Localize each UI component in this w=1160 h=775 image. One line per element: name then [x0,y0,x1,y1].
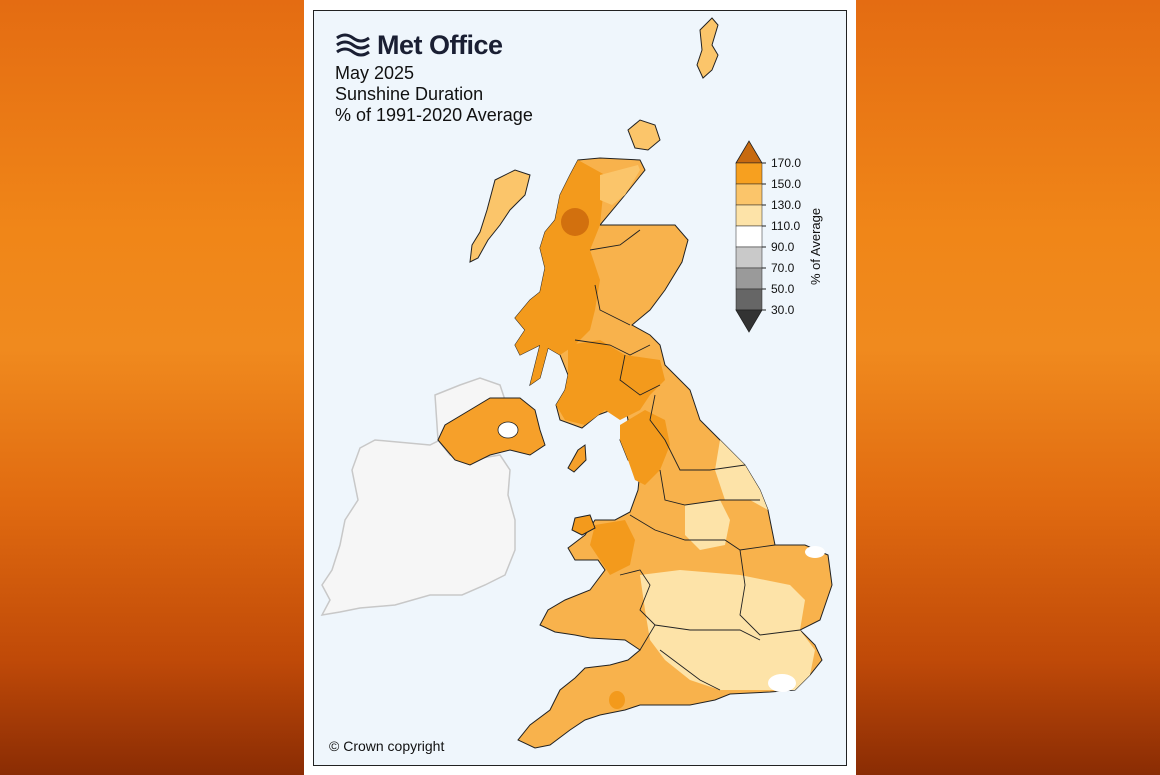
southwest-scotland [556,340,665,425]
norfolk-white [805,546,825,558]
colorbar-tick-label: 50.0 [771,282,795,296]
title-date: May 2025 [335,63,415,83]
colorbar-bin-30-50 [735,288,763,311]
isle-of-man [567,444,587,473]
region-boundaries [574,229,801,691]
colorbar-tick-label: 30.0 [771,303,795,317]
colorbar-tick-label: 150.0 [771,177,802,191]
cornwall-spot [609,691,625,709]
midlands-light [685,500,730,550]
lough-neagh [497,421,519,439]
colorbar-bin-70-90 [735,246,763,269]
title-units: % of 1991-2020 Average [335,105,533,125]
background-left [0,0,304,775]
outer-hebrides [469,169,531,263]
colorbar-tick-label: 170.0 [771,156,802,170]
met-office-waves-icon [336,33,370,57]
england-east-light [715,440,768,510]
orkney [627,119,661,151]
anglesey [571,514,596,536]
colorbar-axis-label: % of Average [808,207,823,285]
logo-text: Met Office [377,29,503,60]
kent-white [768,674,796,692]
colorbar-bin-130-150 [735,183,763,206]
colorbar-bin-110-130 [735,204,763,227]
colorbar-tick-label: 110.0 [771,219,801,233]
scotland-northeast [600,165,640,205]
colorbar-tick-label: 130.0 [771,198,802,212]
northern-ireland [437,397,546,466]
colorbar-bin-150-170 [735,162,763,185]
north-wales [590,520,635,575]
shetland [696,17,719,79]
uk-sunshine-map [320,17,833,749]
copyright-notice: © Crown copyright [329,738,445,754]
highland-max [561,208,589,236]
colorbar-bin-50-70 [735,267,763,290]
northwest-england [620,410,670,485]
met-office-logo: Met Office [335,30,503,60]
colorbar-under-triangle [735,309,763,333]
background-right [856,0,1160,775]
colorbar-bin-90-110 [735,225,763,248]
colorbar-over-triangle [735,140,763,164]
title-variable: Sunshine Duration [335,84,484,104]
colorbar-tick-label: 90.0 [771,240,795,254]
colorbar [735,140,766,333]
colorbar-tick-label: 70.0 [771,261,795,275]
